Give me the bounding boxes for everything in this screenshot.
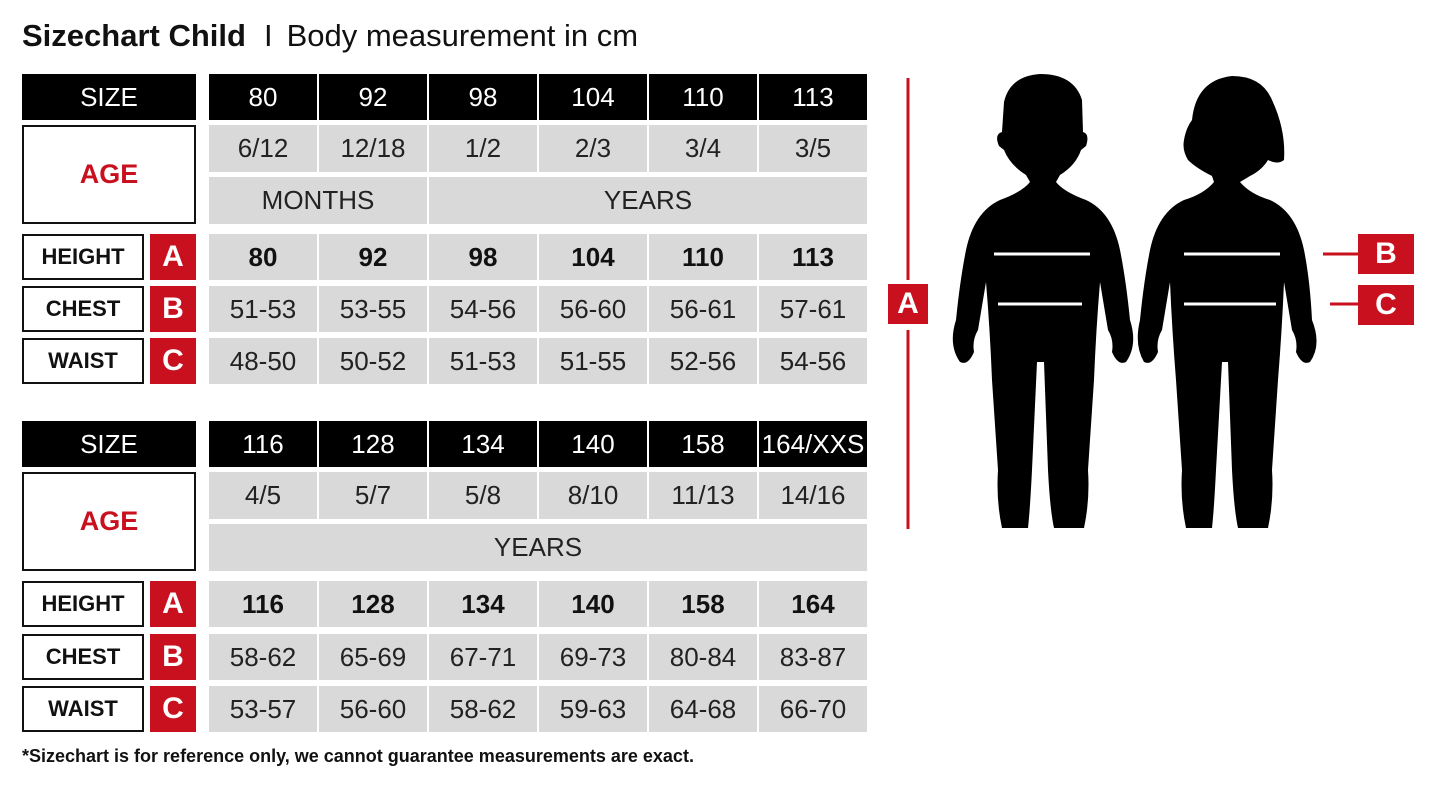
age-value: 6/12	[209, 125, 317, 172]
height-value: 110	[649, 234, 757, 280]
waist-value: 51-53	[429, 338, 537, 384]
size-label: SIZE	[22, 421, 196, 467]
waist-value: 64-68	[649, 686, 757, 732]
height-value: 98	[429, 234, 537, 280]
waist-value: 59-63	[539, 686, 647, 732]
waist-label: WAIST	[22, 686, 144, 732]
chest-letter: B	[150, 286, 196, 332]
waist-value: 52-56	[649, 338, 757, 384]
title-main: Sizechart Child	[22, 18, 246, 53]
age-value: 1/2	[429, 125, 537, 172]
waist-value: 50-52	[319, 338, 427, 384]
size-header: 110	[649, 74, 757, 120]
waist-value: 48-50	[209, 338, 317, 384]
age-value: 3/4	[649, 125, 757, 172]
chest-value: 69-73	[539, 634, 647, 680]
chest-value: 53-55	[319, 286, 427, 332]
waist-value: 54-56	[759, 338, 867, 384]
title-subtitle: Body measurement in cm	[286, 18, 639, 53]
size-header: 104	[539, 74, 647, 120]
chest-value: 65-69	[319, 634, 427, 680]
chest-value: 54-56	[429, 286, 537, 332]
chest-value: 67-71	[429, 634, 537, 680]
height-letter: A	[150, 581, 196, 627]
height-value: 140	[539, 581, 647, 627]
waist-letter: C	[150, 686, 196, 732]
waist-value: 66-70	[759, 686, 867, 732]
age-value: 2/3	[539, 125, 647, 172]
height-label: HEIGHT	[22, 581, 144, 627]
age-value: 5/7	[319, 472, 427, 519]
chest-value: 57-61	[759, 286, 867, 332]
size-header: 92	[319, 74, 427, 120]
size-header: 140	[539, 421, 647, 467]
height-value: 116	[209, 581, 317, 627]
height-value: 164	[759, 581, 867, 627]
waist-label: WAIST	[22, 338, 144, 384]
age-unit: MONTHS	[209, 177, 427, 224]
height-label: HEIGHT	[22, 234, 144, 280]
girl-silhouette	[1137, 76, 1317, 528]
boy-silhouette	[952, 74, 1134, 528]
waist-value: 56-60	[319, 686, 427, 732]
waist-marker-c: C	[1358, 285, 1414, 325]
age-unit: YEARS	[429, 177, 867, 224]
waist-value: 51-55	[539, 338, 647, 384]
chest-value: 56-60	[539, 286, 647, 332]
height-letter: A	[150, 234, 196, 280]
chest-value: 51-53	[209, 286, 317, 332]
height-marker-a: A	[888, 284, 928, 324]
chest-value: 56-61	[649, 286, 757, 332]
chest-value: 83-87	[759, 634, 867, 680]
waist-value: 53-57	[209, 686, 317, 732]
waist-letter: C	[150, 338, 196, 384]
age-value: 4/5	[209, 472, 317, 519]
age-value: 3/5	[759, 125, 867, 172]
age-value: 14/16	[759, 472, 867, 519]
size-header: 164/XXS	[759, 421, 867, 467]
height-value: 158	[649, 581, 757, 627]
age-label: AGE	[22, 125, 196, 224]
size-header: 128	[319, 421, 427, 467]
chest-label: CHEST	[22, 286, 144, 332]
page-title: Sizechart Child I Body measurement in cm	[22, 18, 638, 54]
size-header: 113	[759, 74, 867, 120]
height-value: 80	[209, 234, 317, 280]
age-value: 11/13	[649, 472, 757, 519]
height-value: 113	[759, 234, 867, 280]
size-header: 158	[649, 421, 757, 467]
height-value: 128	[319, 581, 427, 627]
age-unit: YEARS	[209, 524, 867, 571]
chest-marker-b: B	[1358, 234, 1414, 274]
chest-value: 58-62	[209, 634, 317, 680]
size-header: 134	[429, 421, 537, 467]
chest-letter: B	[150, 634, 196, 680]
age-value: 12/18	[319, 125, 427, 172]
size-header: 80	[209, 74, 317, 120]
size-header: 98	[429, 74, 537, 120]
height-value: 134	[429, 581, 537, 627]
size-label: SIZE	[22, 74, 196, 120]
chest-label: CHEST	[22, 634, 144, 680]
height-value: 92	[319, 234, 427, 280]
footnote: *Sizechart is for reference only, we can…	[22, 746, 694, 766]
age-value: 8/10	[539, 472, 647, 519]
chest-value: 80-84	[649, 634, 757, 680]
age-label: AGE	[22, 472, 196, 571]
waist-value: 58-62	[429, 686, 537, 732]
size-header: 116	[209, 421, 317, 467]
title-separator: I	[263, 18, 273, 53]
age-value: 5/8	[429, 472, 537, 519]
height-value: 104	[539, 234, 647, 280]
